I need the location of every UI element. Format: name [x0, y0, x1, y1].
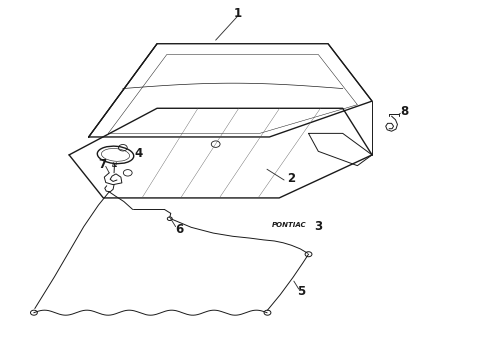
Text: 2: 2	[287, 172, 295, 185]
Text: 3: 3	[314, 220, 322, 233]
Text: PONTIAC: PONTIAC	[272, 222, 307, 228]
Text: 5: 5	[297, 285, 305, 298]
Text: 6: 6	[175, 223, 183, 236]
Text: 7: 7	[98, 158, 106, 171]
Text: 4: 4	[134, 147, 143, 160]
Text: 1: 1	[234, 7, 242, 20]
Text: 8: 8	[401, 105, 409, 118]
